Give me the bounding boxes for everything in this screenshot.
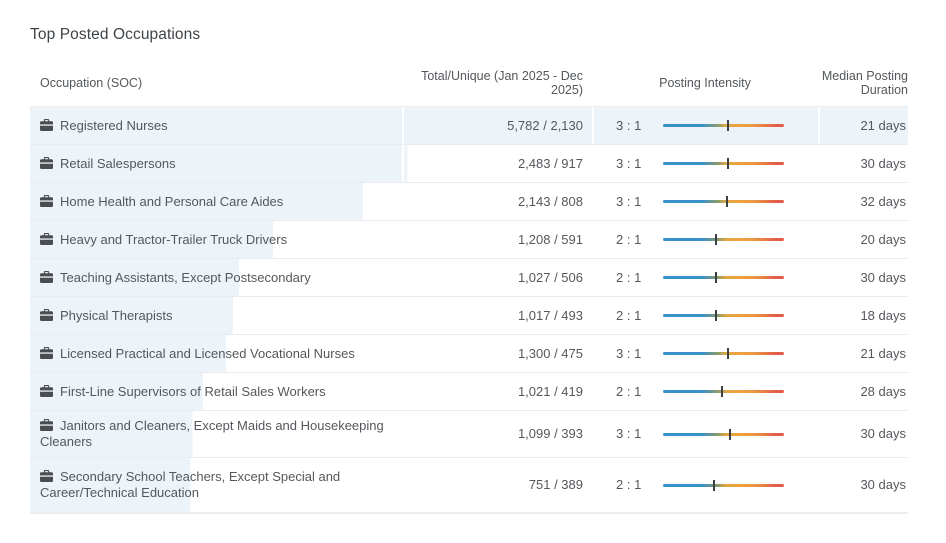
total-unique-value: 1,300 / 475 <box>402 335 592 372</box>
table-body: Registered Nurses 5,782 / 2,130 3 : 1 21… <box>30 107 908 514</box>
duration-value: 28 days <box>818 373 908 410</box>
table-header-row: Occupation (SOC) Total/Unique (Jan 2025 … <box>30 60 908 107</box>
intensity-ratio: 3 : 1 <box>616 117 642 133</box>
occupation-label: Secondary School Teachers, Except Specia… <box>40 469 341 500</box>
occupation-label: Home Health and Personal Care Aides <box>60 193 284 209</box>
duration-value: 30 days <box>818 145 908 182</box>
occupation-label: Retail Salespersons <box>60 155 176 171</box>
total-unique-value: 1,027 / 506 <box>402 259 592 296</box>
duration-value: 30 days <box>818 259 908 296</box>
briefcase-icon <box>40 194 53 207</box>
duration-value: 21 days <box>818 107 908 144</box>
occupation-label: Janitors and Cleaners, Except Maids and … <box>40 418 384 449</box>
duration-value: 18 days <box>818 297 908 334</box>
intensity-tick-marker <box>727 120 730 131</box>
briefcase-icon <box>40 232 53 245</box>
intensity-gauge <box>663 196 784 207</box>
occupation-label: Physical Therapists <box>60 307 173 323</box>
intensity-gauge <box>663 120 784 131</box>
briefcase-icon <box>40 470 53 482</box>
intensity-ratio: 3 : 1 <box>616 193 642 209</box>
intensity-tick-marker <box>715 310 718 321</box>
intensity-ratio: 3 : 1 <box>616 155 642 171</box>
intensity-tick-marker <box>727 348 730 359</box>
occupation-label: Teaching Assistants, Except Postsecondar… <box>60 269 311 285</box>
total-unique-value: 2,143 / 808 <box>402 183 592 220</box>
intensity-ratio: 2 : 1 <box>616 269 642 285</box>
total-unique-value: 1,017 / 493 <box>402 297 592 334</box>
intensity-tick-marker <box>715 234 718 245</box>
intensity-gauge <box>663 348 784 359</box>
duration-value: 20 days <box>818 221 908 258</box>
intensity-tick-marker <box>721 386 724 397</box>
occupations-table: Occupation (SOC) Total/Unique (Jan 2025 … <box>30 60 908 514</box>
table-row[interactable]: Retail Salespersons 2,483 / 917 3 : 1 30… <box>30 145 908 183</box>
column-header-total-unique: Total/Unique (Jan 2025 - Dec 2025) <box>421 68 583 98</box>
briefcase-icon <box>40 308 53 321</box>
intensity-ratio: 3 : 1 <box>616 426 642 441</box>
occupation-label: Licensed Practical and Licensed Vocation… <box>60 345 355 361</box>
duration-value: 21 days <box>818 335 908 372</box>
intensity-tick-marker <box>726 196 729 207</box>
intensity-ratio: 3 : 1 <box>616 345 642 361</box>
table-row[interactable]: Physical Therapists 1,017 / 493 2 : 1 18… <box>30 297 908 335</box>
table-row[interactable]: Janitors and Cleaners, Except Maids and … <box>30 411 908 458</box>
intensity-gauge <box>663 272 784 283</box>
total-unique-value: 2,483 / 917 <box>402 145 592 182</box>
intensity-ratio: 2 : 1 <box>616 477 642 492</box>
total-unique-value: 751 / 389 <box>402 458 592 512</box>
intensity-gauge <box>663 158 784 169</box>
table-row[interactable]: First-Line Supervisors of Retail Sales W… <box>30 373 908 411</box>
occupation-label: Registered Nurses <box>60 117 168 133</box>
table-row[interactable]: Licensed Practical and Licensed Vocation… <box>30 335 908 373</box>
intensity-tick-marker <box>727 158 730 169</box>
column-header-posting-intensity: Posting Intensity <box>659 75 751 90</box>
table-row[interactable]: Heavy and Tractor-Trailer Truck Drivers … <box>30 221 908 259</box>
intensity-gauge <box>663 234 784 245</box>
intensity-ratio: 2 : 1 <box>616 307 642 323</box>
intensity-gauge <box>663 479 784 491</box>
briefcase-icon <box>40 270 53 283</box>
briefcase-icon <box>40 384 53 397</box>
intensity-ratio: 2 : 1 <box>616 383 642 399</box>
total-unique-value: 5,782 / 2,130 <box>402 107 592 144</box>
page-title: Top Posted Occupations <box>30 26 201 43</box>
column-header-median-duration: Median Posting Duration <box>821 68 908 98</box>
table-row[interactable]: Home Health and Personal Care Aides 2,14… <box>30 183 908 221</box>
top-posted-occupations-panel: Top Posted Occupations Occupation (SOC) … <box>30 26 908 514</box>
total-unique-value: 1,021 / 419 <box>402 373 592 410</box>
table-row[interactable]: Secondary School Teachers, Except Specia… <box>30 458 908 514</box>
duration-value: 30 days <box>818 411 908 457</box>
total-unique-value: 1,208 / 591 <box>402 221 592 258</box>
briefcase-icon <box>40 346 53 359</box>
table-row[interactable]: Teaching Assistants, Except Postsecondar… <box>30 259 908 297</box>
occupation-label: First-Line Supervisors of Retail Sales W… <box>60 383 326 399</box>
intensity-gauge <box>663 310 784 321</box>
occupation-label: Heavy and Tractor-Trailer Truck Drivers <box>60 231 288 247</box>
intensity-tick-marker <box>712 479 715 491</box>
duration-value: 32 days <box>818 183 908 220</box>
briefcase-icon <box>40 156 53 169</box>
intensity-gauge <box>663 386 784 397</box>
table-row[interactable]: Registered Nurses 5,782 / 2,130 3 : 1 21… <box>30 107 908 145</box>
intensity-tick-marker <box>715 272 718 283</box>
duration-value: 30 days <box>818 458 908 512</box>
briefcase-icon <box>40 118 53 131</box>
intensity-tick-marker <box>728 428 731 440</box>
intensity-ratio: 2 : 1 <box>616 231 642 247</box>
intensity-gauge <box>663 428 784 440</box>
column-header-occupation: Occupation (SOC) <box>40 75 143 90</box>
total-unique-value: 1,099 / 393 <box>402 411 592 457</box>
briefcase-icon <box>40 419 53 431</box>
